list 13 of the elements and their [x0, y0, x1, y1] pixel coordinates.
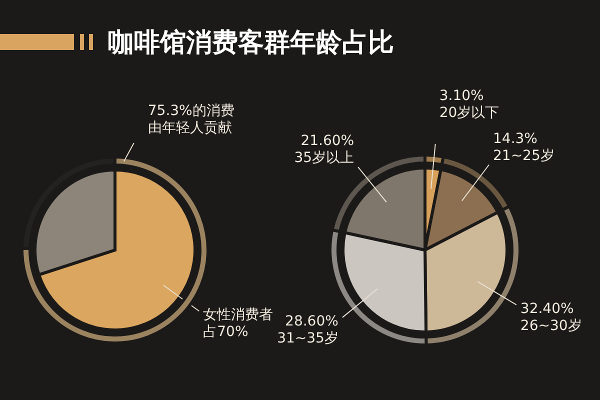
data-label: 28.60% — [285, 313, 338, 330]
data-label: 21.60% — [300, 133, 354, 150]
slice-label: 75.3%的消费由年轻人贡献 — [148, 103, 234, 136]
data-label: 3.10% — [439, 88, 484, 104]
data-label: 32.40% — [520, 300, 574, 317]
slice-label: 20岁以下 — [439, 104, 500, 121]
slice-label: 35岁以上 — [294, 150, 354, 166]
data-label: 14.3% — [493, 130, 538, 147]
slice-label: 26~30岁 — [520, 318, 582, 334]
slice-label: 女性消费者占70% — [203, 307, 274, 340]
slice-label: 31~35岁 — [277, 330, 338, 346]
slice-label: 21~25岁 — [493, 148, 554, 164]
chart-title: 咖啡馆消费客群年龄占比 — [108, 28, 394, 58]
